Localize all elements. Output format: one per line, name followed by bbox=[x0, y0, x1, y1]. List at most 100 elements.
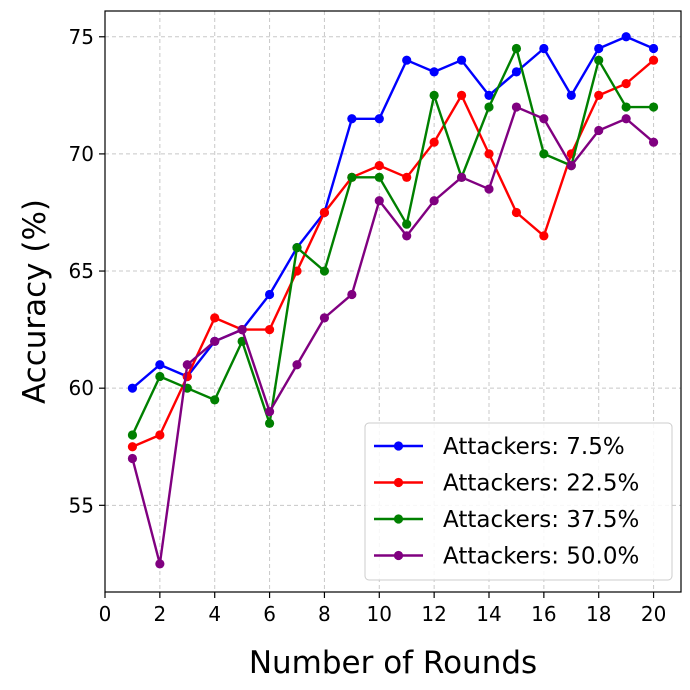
data-point bbox=[648, 137, 659, 147]
x-tick-label: 16 bbox=[531, 602, 556, 626]
data-point bbox=[539, 114, 549, 124]
data-point bbox=[374, 114, 384, 124]
series-2 bbox=[127, 55, 659, 452]
series-1 bbox=[127, 32, 659, 393]
data-point bbox=[621, 114, 631, 124]
data-point bbox=[484, 149, 494, 159]
legend-label: Attackers: 7.5% bbox=[443, 434, 625, 460]
legend-entry: Attackers: 22.5% bbox=[374, 471, 639, 497]
series-line bbox=[131, 59, 655, 448]
x-tick-label: 4 bbox=[208, 602, 221, 626]
data-point bbox=[484, 102, 494, 112]
legend-box bbox=[364, 422, 673, 581]
x-tick-label: 14 bbox=[476, 602, 501, 626]
legend-entry: Attackers: 50.0% bbox=[374, 544, 639, 570]
data-point bbox=[511, 102, 522, 112]
y-tick-label: 75 bbox=[69, 25, 94, 49]
data-point bbox=[292, 360, 302, 370]
x-tick-label: 18 bbox=[586, 602, 611, 626]
data-point bbox=[155, 430, 165, 440]
data-point bbox=[127, 442, 138, 452]
legend-label: Attackers: 22.5% bbox=[443, 471, 639, 497]
legend-marker bbox=[393, 514, 404, 524]
data-point bbox=[127, 453, 138, 464]
y-tick-label: 60 bbox=[69, 376, 94, 400]
series-line bbox=[131, 47, 654, 436]
data-point bbox=[347, 172, 357, 182]
data-point bbox=[566, 90, 576, 100]
series-layer bbox=[127, 32, 659, 569]
data-point bbox=[456, 172, 467, 182]
x-tick-label: 10 bbox=[367, 602, 392, 626]
data-point bbox=[594, 55, 604, 65]
data-point bbox=[621, 32, 631, 42]
y-axis-title: Accuracy (%) bbox=[17, 199, 53, 404]
x-axis-title: Number of Rounds bbox=[249, 645, 537, 681]
legend-marker bbox=[393, 550, 404, 561]
data-point bbox=[594, 90, 604, 100]
data-point bbox=[484, 90, 494, 100]
data-point bbox=[402, 231, 412, 241]
data-point bbox=[264, 418, 275, 428]
axis-ticks: 0 2 4 6 8 10 12 14 16 18 20 55 60 65 70 75 bbox=[69, 25, 667, 626]
data-point bbox=[374, 172, 384, 182]
x-tick-label: 20 bbox=[641, 602, 666, 626]
data-point bbox=[484, 184, 494, 194]
data-point bbox=[127, 383, 138, 393]
data-point bbox=[155, 559, 165, 569]
data-point bbox=[511, 67, 522, 77]
data-point bbox=[347, 289, 357, 300]
data-point bbox=[292, 243, 302, 253]
data-point bbox=[594, 125, 604, 136]
legend-label: Attackers: 37.5% bbox=[443, 507, 639, 533]
y-tick-label: 55 bbox=[69, 493, 94, 517]
legend-marker bbox=[393, 477, 404, 488]
data-point bbox=[621, 79, 631, 89]
data-point bbox=[621, 102, 631, 112]
data-point bbox=[429, 137, 439, 147]
data-point bbox=[127, 430, 138, 440]
series-3 bbox=[127, 43, 659, 440]
data-point bbox=[511, 207, 522, 218]
legend-marker bbox=[393, 441, 404, 451]
data-point bbox=[155, 371, 165, 382]
data-point bbox=[210, 336, 220, 346]
data-point bbox=[648, 102, 659, 112]
data-point bbox=[182, 360, 192, 370]
data-point bbox=[511, 43, 522, 54]
legend: Attackers: 7.5% Attackers: 22.5% Attackers… bbox=[364, 422, 673, 581]
data-point bbox=[319, 207, 330, 218]
x-tick-label: 12 bbox=[421, 602, 446, 626]
data-point bbox=[539, 149, 549, 159]
data-point bbox=[319, 313, 330, 323]
data-point bbox=[456, 55, 467, 65]
data-point bbox=[402, 55, 412, 65]
series-4 bbox=[127, 102, 659, 569]
y-tick-label: 70 bbox=[69, 142, 94, 166]
data-point bbox=[155, 360, 165, 370]
data-point bbox=[594, 43, 604, 54]
data-point bbox=[264, 289, 275, 300]
data-point bbox=[429, 90, 439, 100]
series-line bbox=[131, 35, 655, 390]
plot-frame bbox=[104, 10, 682, 593]
data-point bbox=[539, 231, 549, 241]
data-point bbox=[319, 266, 330, 276]
x-tick-label: 0 bbox=[99, 602, 112, 626]
data-point bbox=[264, 407, 275, 417]
legend-label: Attackers: 50.0% bbox=[443, 544, 639, 570]
data-point bbox=[374, 161, 384, 171]
data-point bbox=[648, 55, 659, 65]
data-point bbox=[648, 43, 659, 54]
x-tick-label: 8 bbox=[318, 602, 331, 626]
data-point bbox=[374, 196, 384, 206]
x-tick-label: 2 bbox=[153, 602, 166, 626]
legend-entry: Attackers: 7.5% bbox=[374, 434, 625, 460]
data-point bbox=[237, 325, 247, 335]
x-tick-label: 6 bbox=[263, 602, 276, 626]
data-point bbox=[566, 161, 576, 171]
legend-entry: Attackers: 37.5% bbox=[374, 507, 639, 533]
data-point bbox=[402, 172, 412, 182]
series-line bbox=[131, 105, 655, 566]
